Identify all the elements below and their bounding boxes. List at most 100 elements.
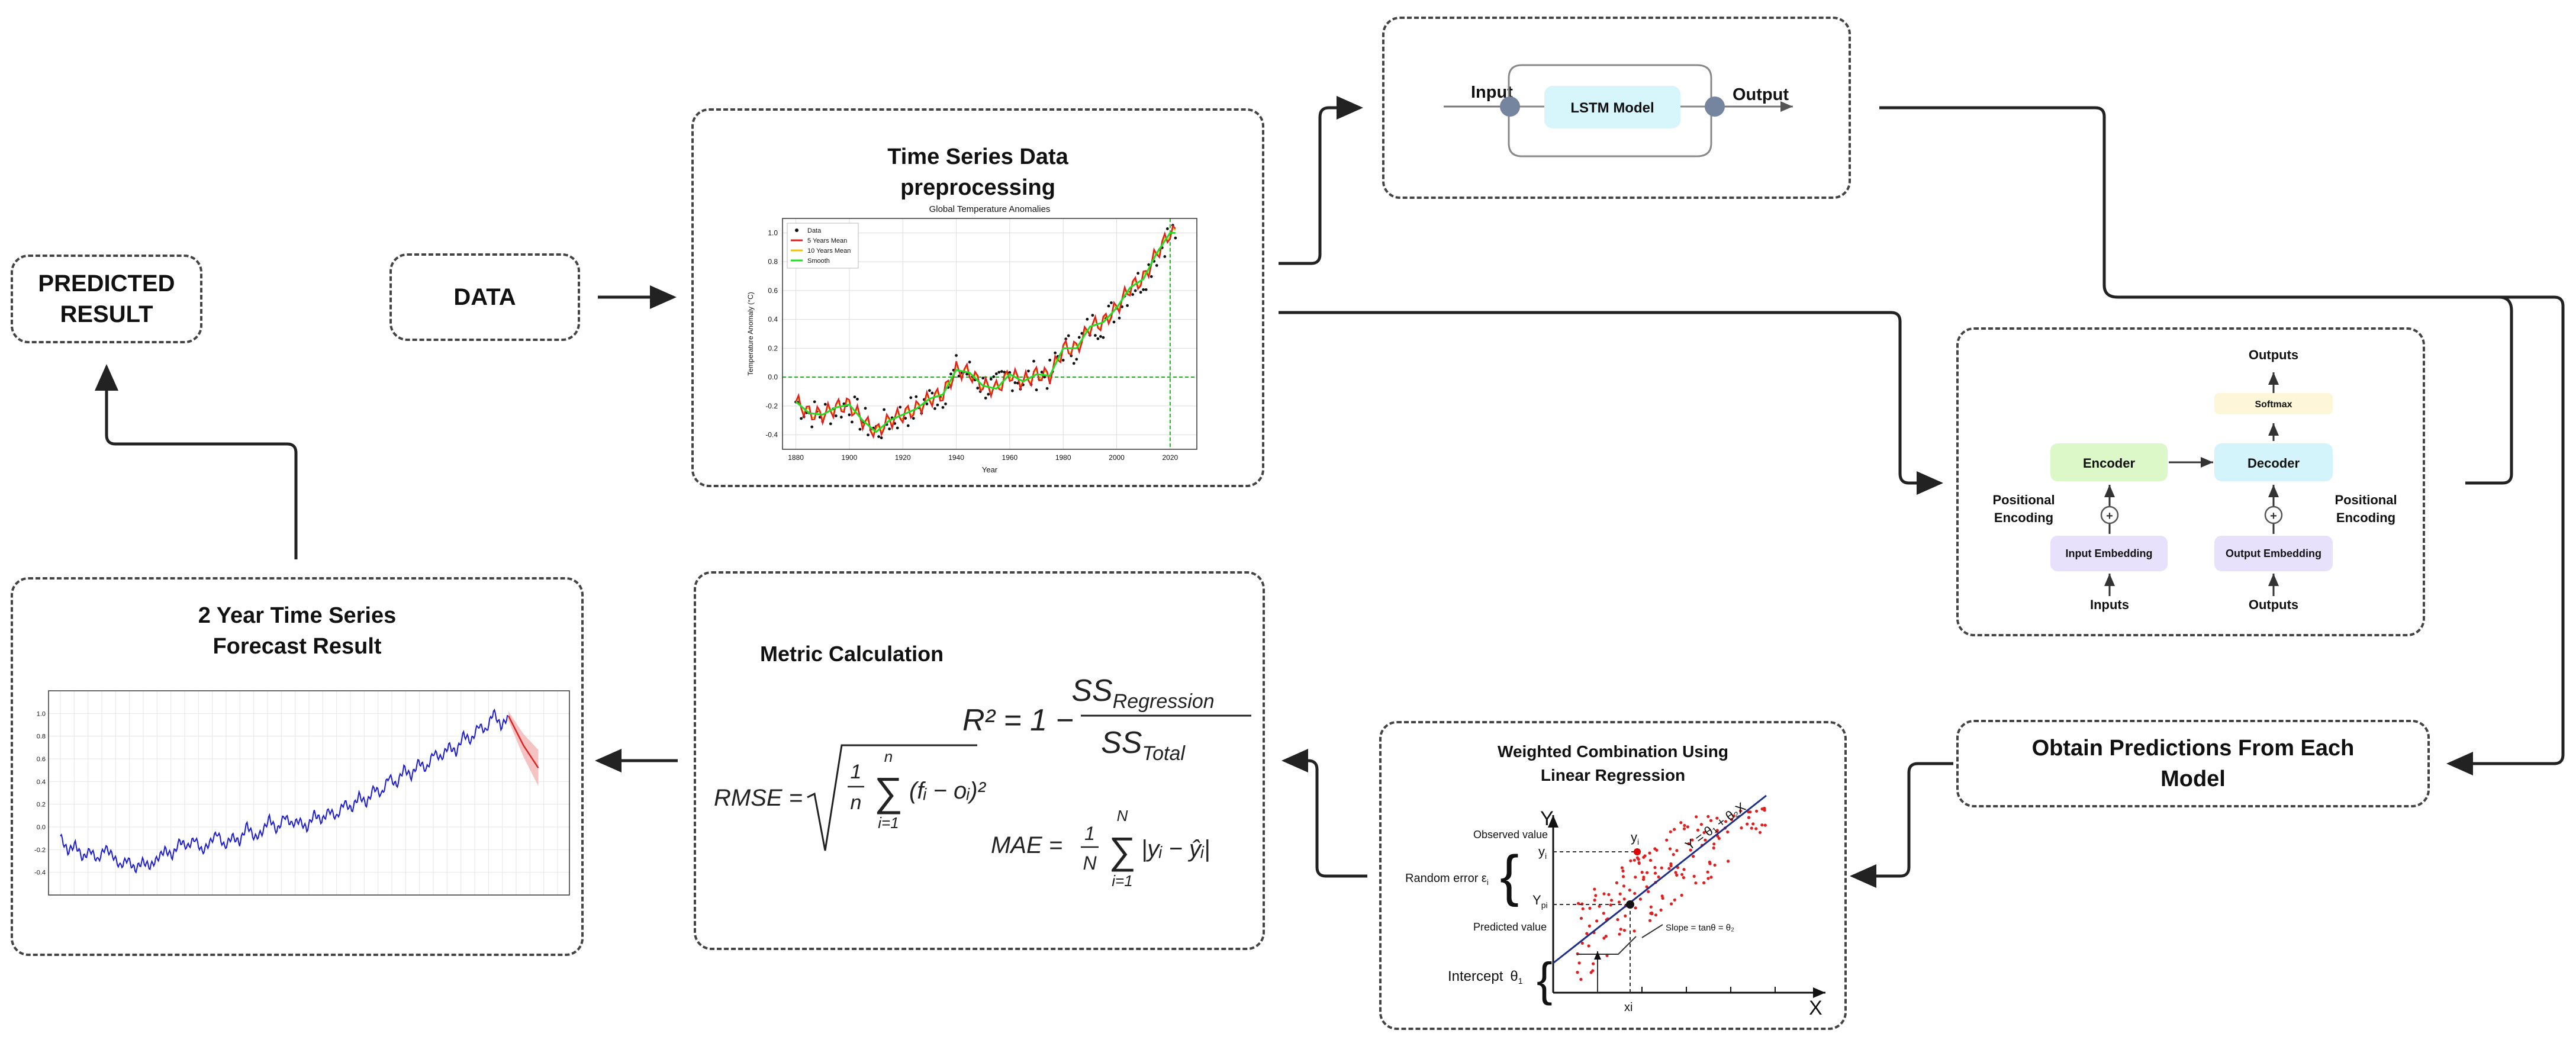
- regression-sample-point: [1730, 817, 1733, 822]
- regression-sample-point: [1604, 935, 1608, 938]
- regression-sample-point: [1712, 842, 1716, 846]
- chart1-point: [856, 397, 859, 401]
- arrow-forecast-to-predicted: [95, 364, 298, 559]
- regression-sample-point: [1654, 913, 1658, 917]
- chart1-point: [965, 372, 969, 376]
- chart1-point: [925, 402, 929, 405]
- metric-box: Metric Calculation R² = 1 − SSRegression…: [694, 571, 1265, 950]
- regression-sample-point: [1588, 906, 1592, 910]
- regression-sample-point: [1576, 971, 1579, 974]
- svg-text:i=1: i=1: [1112, 872, 1132, 890]
- chart1-ytick-1: -0.2: [765, 402, 778, 410]
- chart1-xtick-1: 1900: [842, 453, 858, 462]
- svg-text:R² = 1 −: R² = 1 −: [962, 703, 1074, 738]
- chart1-point: [949, 372, 952, 376]
- chart1-point: [904, 417, 907, 420]
- regression-sample-point: [1760, 823, 1764, 827]
- chart1-point: [994, 372, 998, 375]
- regression-sample-point: [1717, 836, 1721, 840]
- chart1-point: [1035, 388, 1038, 392]
- regression-sample-point: [1713, 863, 1717, 867]
- regression-sample-point: [1675, 849, 1679, 852]
- svg-text:i=1: i=1: [878, 814, 899, 832]
- chart2-ytick-4: 0.4: [37, 778, 46, 786]
- chart1-ytick-7: 1.0: [768, 228, 778, 237]
- regression-sample-point: [1617, 900, 1621, 904]
- chart1-ytick-2: 0.0: [768, 373, 778, 381]
- regression-sample-point: [1645, 885, 1648, 889]
- regression-sample-point: [1709, 875, 1713, 879]
- regression-sample-point: [1682, 868, 1686, 871]
- chart1-point: [976, 387, 980, 390]
- regression-sample-point: [1633, 891, 1637, 895]
- regression-sample-point: [1669, 864, 1673, 868]
- regression-sample-point: [1687, 842, 1690, 845]
- chart1-point: [842, 402, 846, 405]
- regression-sample-point: [1727, 859, 1730, 863]
- regression-sample-point: [1667, 867, 1671, 870]
- predicted-result-box: PREDICTED RESULT: [11, 255, 202, 343]
- chart1-point: [839, 416, 843, 419]
- transformer-inputs: Inputs: [2090, 597, 2129, 612]
- lstm-output-node: [1705, 96, 1725, 117]
- svg-text:SSRegression: SSRegression: [1071, 674, 1214, 713]
- regression-sample-point: [1646, 871, 1649, 874]
- regression-sample-point: [1585, 932, 1589, 935]
- regression-sample-point: [1591, 969, 1595, 973]
- svg-text:∑: ∑: [1109, 829, 1136, 872]
- chart1-point: [1032, 359, 1035, 363]
- regression-sample-point: [1587, 944, 1590, 948]
- chart1-point: [984, 397, 987, 400]
- regression-sample-point: [1588, 924, 1591, 928]
- regression-sample-point: [1624, 914, 1627, 918]
- chart1-point: [1000, 370, 1003, 373]
- regression-sample-point: [1620, 866, 1624, 870]
- chart1-legend: Data 5 Years Mean 10 Years Mean Smooth: [787, 223, 859, 269]
- svg-text:n: n: [884, 748, 893, 765]
- chart1-point: [853, 395, 856, 399]
- ypi-left-label: Ypi: [1532, 893, 1548, 910]
- chart2-ytick-7: 1.0: [37, 710, 46, 717]
- svg-text:1: 1: [851, 761, 862, 783]
- observed-value-label: Observed value: [1473, 829, 1548, 841]
- chart1-point: [1048, 358, 1052, 362]
- predicted-result-line2: RESULT: [60, 301, 153, 327]
- regression-sample-point: [1659, 908, 1663, 912]
- chart1-xtick-0: 1880: [788, 453, 804, 462]
- arrow-merge-to-obtain: [2118, 295, 2565, 775]
- chart1-point: [997, 371, 1001, 374]
- regression-sample-point: [1622, 884, 1625, 888]
- regression-sample-point: [1760, 807, 1764, 811]
- regression-sample-point: [1712, 846, 1715, 850]
- chart2-ytick-5: 0.6: [37, 756, 46, 763]
- chart1-point: [992, 375, 996, 378]
- lstm-input-node: [1500, 96, 1520, 117]
- regression-sample-point: [1653, 847, 1657, 851]
- chart1-point: [1061, 359, 1065, 362]
- intercept-brace: {: [1537, 953, 1553, 1006]
- regression-sample-point: [1642, 875, 1646, 879]
- chart1-point: [1118, 316, 1121, 320]
- arrow-regression-to-metric: [1281, 749, 1367, 878]
- chart1-point: [1136, 272, 1140, 275]
- xi-label: xi: [1624, 1001, 1632, 1014]
- temperature-anomaly-chart: Global Temperature Anomalies 1880 1900 192…: [746, 204, 1197, 474]
- regression-sample-point: [1708, 860, 1711, 864]
- regression-sample-point: [1595, 919, 1599, 923]
- metric-title: Metric Calculation: [760, 642, 944, 666]
- regression-sample-point: [1593, 887, 1596, 891]
- regression-sample-point: [1653, 865, 1657, 870]
- regression-sample-point: [1732, 814, 1735, 818]
- chart1-ytick-3: 0.2: [768, 344, 778, 352]
- lstm-box: Input Output LSTM Model: [1382, 17, 1851, 199]
- pos-enc-left-1: Positional: [1992, 492, 2055, 507]
- random-error-label: Random error εi: [1405, 872, 1489, 887]
- regression-sample-point: [1758, 830, 1762, 834]
- transformer-outputs-bottom: Outputs: [2249, 597, 2298, 612]
- regression-sample-point: [1640, 871, 1644, 874]
- arrow-preprocessing-to-lstm: [1279, 96, 1363, 265]
- regression-sample-point: [1638, 897, 1642, 901]
- lstm-model-block: [1544, 86, 1680, 128]
- regression-sample-point: [1593, 899, 1596, 902]
- svg-text:RMSE =: RMSE =: [714, 785, 803, 811]
